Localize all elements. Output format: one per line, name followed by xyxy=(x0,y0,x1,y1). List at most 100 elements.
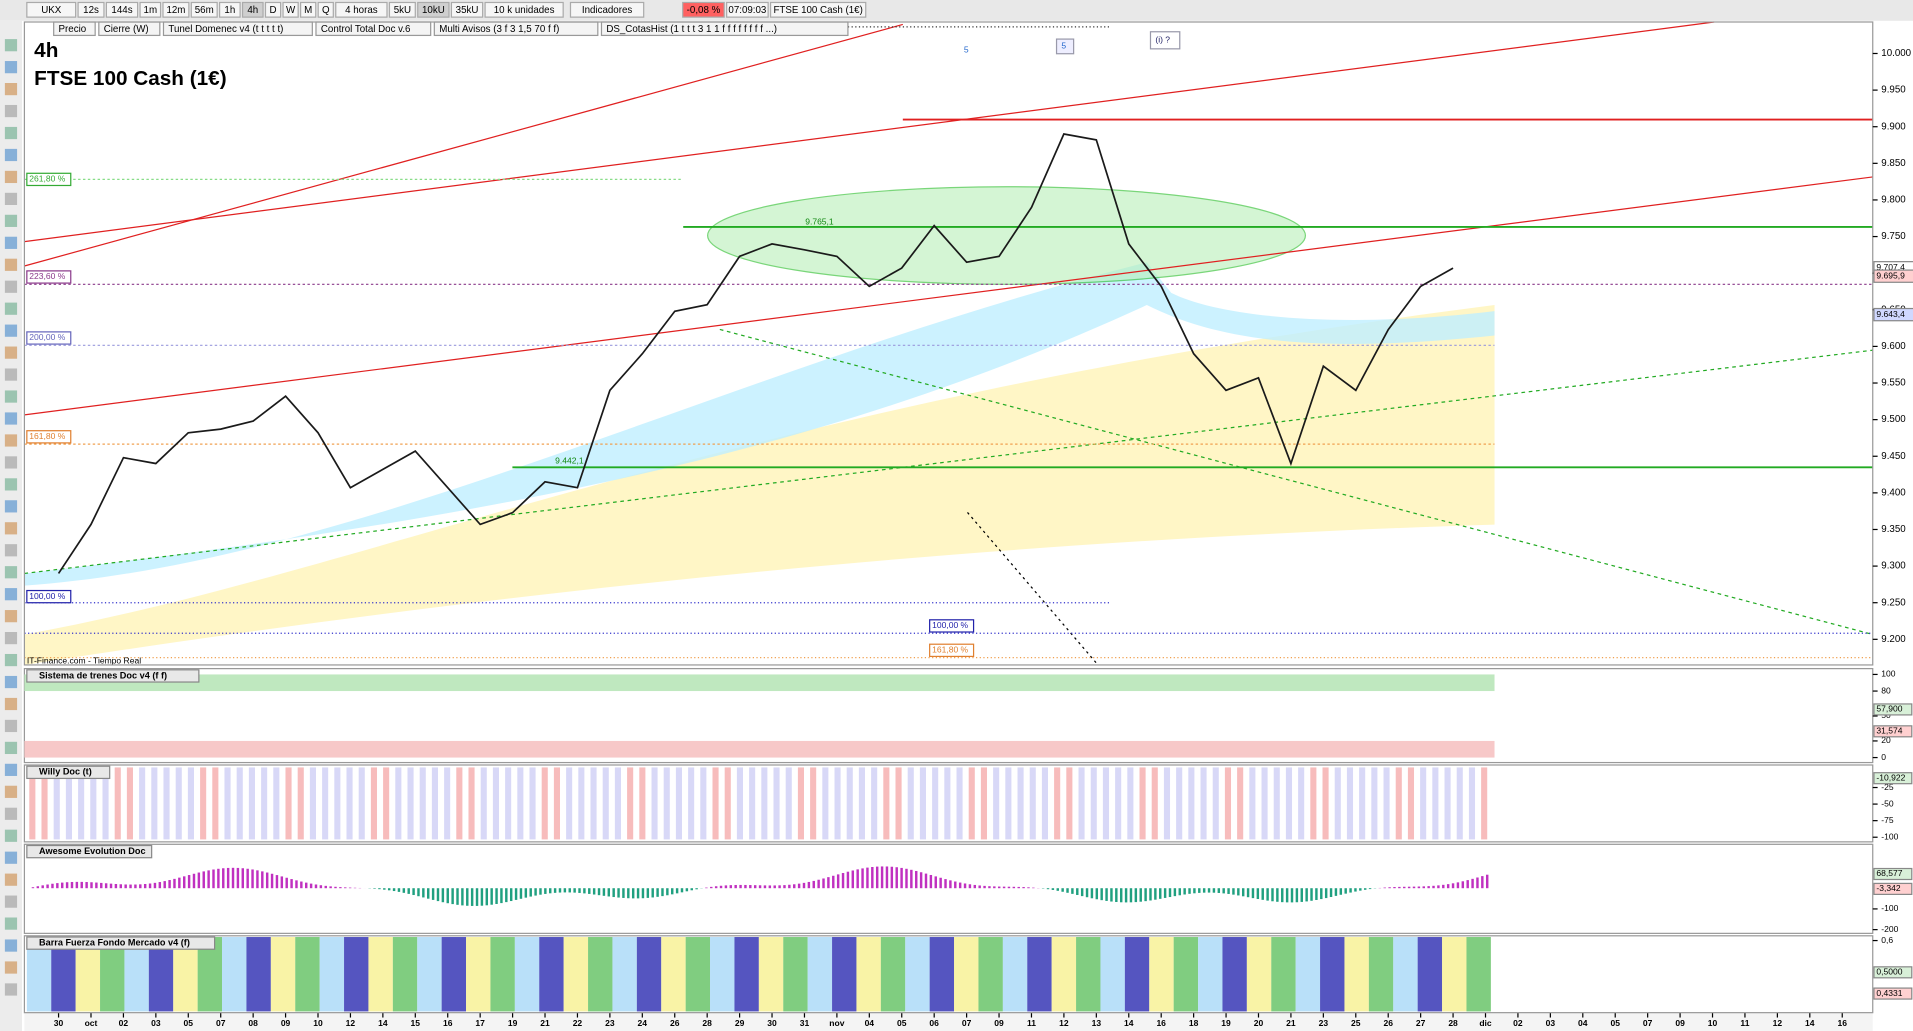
willy-bar xyxy=(383,767,390,840)
panel-title: Sistema de trenes Doc v4 (f f) xyxy=(39,670,167,680)
unit-button[interactable] xyxy=(388,1,416,18)
tool-icon[interactable] xyxy=(4,236,18,249)
timeframe-button[interactable] xyxy=(139,1,162,18)
panel-title: Barra Fuerza Fondo Mercado v4 (f) xyxy=(39,938,190,948)
awesome-bar xyxy=(958,882,962,889)
willy-bar xyxy=(346,767,353,840)
tool-icon[interactable] xyxy=(4,939,18,952)
tool-icon[interactable] xyxy=(4,478,18,491)
force-block xyxy=(1100,937,1125,1012)
tool-icon[interactable] xyxy=(4,675,18,689)
tool-icon[interactable] xyxy=(4,412,18,425)
force-block xyxy=(1149,937,1174,1012)
tool-icon[interactable] xyxy=(4,719,18,733)
tool-icon[interactable] xyxy=(4,368,18,381)
period-select[interactable] xyxy=(335,1,388,18)
timeframe-button[interactable] xyxy=(317,1,334,18)
awesome-bar xyxy=(412,888,415,896)
force-block xyxy=(1442,937,1467,1012)
tool-icon[interactable] xyxy=(4,917,18,930)
awesome-bar xyxy=(788,884,791,889)
tool-icon[interactable] xyxy=(4,873,18,886)
timeframe-button[interactable] xyxy=(282,1,299,18)
tool-icon[interactable] xyxy=(4,566,18,579)
tool-icon[interactable] xyxy=(4,961,18,974)
tool-icon[interactable] xyxy=(4,39,18,52)
instrument-label-label: FTSE 100 Cash (1€) xyxy=(773,5,862,16)
unit-select[interactable] xyxy=(484,1,564,18)
force-block xyxy=(368,937,393,1012)
awesome-bar xyxy=(875,866,879,889)
fib-box xyxy=(929,643,975,658)
awesome-bar xyxy=(666,888,669,896)
timeframe-button[interactable] xyxy=(218,1,241,18)
awesome-bar xyxy=(651,888,654,898)
change-badge[interactable] xyxy=(682,1,725,18)
timeframe-button[interactable] xyxy=(77,1,105,18)
willy-bar xyxy=(1041,767,1049,840)
tool-icon[interactable] xyxy=(4,697,18,711)
timeframe-button[interactable] xyxy=(241,1,264,18)
tool-icon[interactable] xyxy=(4,61,18,74)
tool-icon[interactable] xyxy=(4,522,18,535)
x-tick-label: 27 xyxy=(1416,1018,1426,1028)
awesome-bar xyxy=(1432,885,1435,889)
unit-button[interactable] xyxy=(417,1,450,18)
tool-icon[interactable] xyxy=(4,170,18,184)
tool-icon[interactable] xyxy=(4,346,18,359)
tool-icon[interactable] xyxy=(4,302,18,315)
awesome-bar xyxy=(217,868,220,889)
tool-icon[interactable] xyxy=(4,280,18,293)
symbol-field[interactable] xyxy=(26,1,77,18)
tool-icon[interactable] xyxy=(4,763,18,776)
instrument-label[interactable] xyxy=(769,1,867,18)
timeframe-button[interactable] xyxy=(190,1,218,18)
awesome-bar xyxy=(778,885,781,889)
tool-icon[interactable] xyxy=(4,148,18,162)
tool-icon[interactable] xyxy=(4,434,18,447)
tool-icon[interactable] xyxy=(4,324,18,337)
tool-icon[interactable] xyxy=(4,126,18,140)
timeframe-button[interactable] xyxy=(264,1,282,18)
tool-icon[interactable] xyxy=(4,390,18,403)
willy-bar xyxy=(822,767,829,840)
awesome-bar xyxy=(1456,882,1460,889)
tool-icon[interactable] xyxy=(4,983,18,996)
tool-icon[interactable] xyxy=(4,632,18,645)
clock[interactable] xyxy=(726,1,769,18)
tool-icon[interactable] xyxy=(4,192,18,206)
tool-icon[interactable] xyxy=(4,610,18,623)
y-tick-label: -75 xyxy=(1881,815,1894,825)
awesome-bar xyxy=(187,875,191,889)
timeframe-button[interactable] xyxy=(300,1,317,18)
timeframe-button[interactable] xyxy=(105,1,139,18)
awesome-bar xyxy=(871,867,874,889)
tool-icon[interactable] xyxy=(4,741,18,755)
indicators-button[interactable] xyxy=(569,1,645,18)
tool-icon[interactable] xyxy=(4,544,18,557)
willy-bar xyxy=(29,767,36,840)
tool-icon[interactable] xyxy=(4,588,18,601)
awesome-bar xyxy=(929,874,933,889)
tool-icon[interactable] xyxy=(4,895,18,908)
timeframe-button[interactable] xyxy=(162,1,190,18)
awesome-bar xyxy=(1261,888,1264,900)
tool-icon[interactable] xyxy=(4,500,18,513)
awesome-bar xyxy=(1339,888,1343,895)
tool-icon[interactable] xyxy=(4,83,18,96)
tool-icon[interactable] xyxy=(4,829,18,842)
tool-icon[interactable] xyxy=(4,851,18,864)
tool-icon[interactable] xyxy=(4,214,18,227)
awesome-bar xyxy=(719,885,723,889)
tool-icon[interactable] xyxy=(4,456,18,469)
tool-icon[interactable] xyxy=(4,785,18,798)
x-tick-label: 26 xyxy=(670,1018,680,1028)
tool-icon[interactable] xyxy=(4,653,18,667)
awesome-bar xyxy=(1017,886,1020,889)
awesome-bar xyxy=(1173,888,1177,897)
unit-button[interactable] xyxy=(450,1,484,18)
tool-icon[interactable] xyxy=(4,807,18,820)
tool-icon[interactable] xyxy=(4,258,18,271)
tool-icon[interactable] xyxy=(4,104,18,118)
indicator-tab-label: Multi Avisos (3 f 3 1,5 70 f f) xyxy=(439,24,559,35)
